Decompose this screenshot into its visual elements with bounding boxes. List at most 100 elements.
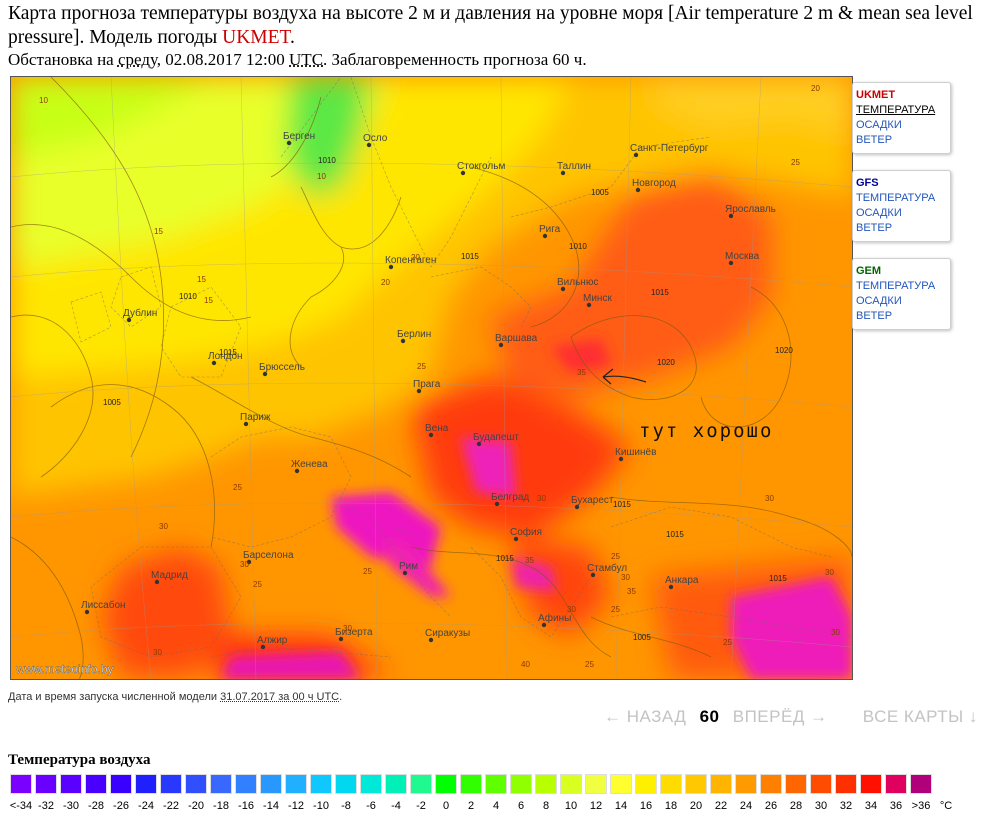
legend-label: 18 [664,800,678,812]
model-run-info: Дата и время запуска численной модели 31… [8,691,343,703]
city-marker [260,644,266,650]
gfs-temperature-link[interactable]: ТЕМПЕРАТУРА [856,192,936,204]
legend-swatch [810,774,832,794]
temperature-label: 25 [611,605,620,614]
city-label: Осло [363,133,388,144]
back-button[interactable]: ← НАЗАД [604,707,687,726]
legend-swatch [885,774,907,794]
city-label: Лондон [208,351,243,362]
gfs-precip-link[interactable]: ОСАДКИ [856,207,902,219]
legend-label: 12 [589,800,603,812]
legend-title: Температура воздуха [8,752,151,768]
city-marker [633,152,639,158]
legend-swatch [260,774,282,794]
city-marker [388,264,394,270]
temperature-label: 15 [154,227,163,236]
legend-swatch [35,774,57,794]
current-hour: 60 [699,707,720,726]
city-label: Прага [413,379,441,390]
temperature-label: 20 [381,278,390,287]
city-marker [560,170,566,176]
city-label: София [510,526,542,538]
legend-swatch [585,774,607,794]
temperature-label: 30 [831,628,840,637]
legend-swatch [910,774,932,794]
legend-swatch [560,774,582,794]
city-label: Мадрид [151,570,188,581]
temperature-label: 25 [723,638,732,647]
temperature-label: 10 [317,172,326,181]
legend-swatch [435,774,457,794]
legend-label: 14 [614,800,628,812]
city-marker [541,622,547,628]
legend-label: 6 [517,800,525,812]
city-label: Афины [538,612,571,624]
city-label: Вильнюс [557,277,598,288]
legend-label: 36 [889,800,903,812]
legend-label: -18 [213,800,229,812]
legend-swatch [860,774,882,794]
temperature-label: 30 [343,624,352,633]
legend-label: 2 [467,800,475,812]
ukmet-wind-link[interactable]: ВЕТЕР [856,134,893,146]
city-marker [728,260,734,266]
city-label: Стокгольм [457,161,505,172]
utc-link[interactable]: UTC [289,50,324,69]
legend-swatch [135,774,157,794]
legend-swatch [535,774,557,794]
legend-label: <-34 [9,800,33,812]
city-marker [574,504,580,510]
legend-swatch [685,774,707,794]
legend-label: 34 [864,800,878,812]
all-maps-link[interactable]: ВСЕ КАРТЫ ↓ [862,707,978,726]
legend-label: 26 [764,800,778,812]
temperature-label: 30 [765,494,774,503]
ukmet-precip-link[interactable]: ОСАДКИ [856,119,902,131]
city-label: Ярославль [725,204,776,215]
temperature-label: 10 [39,96,48,105]
city-label: Белград [491,492,529,503]
legend-label: -12 [288,800,304,812]
map-watermark: www.meteoinfo.by [15,662,113,676]
page-title: Карта прогноза температуры воздуха на вы… [8,3,973,48]
forward-button[interactable]: ВПЕРЁД → [732,707,828,726]
city-marker [728,213,734,219]
legend-swatch [60,774,82,794]
isobar-label: 1010 [179,292,197,301]
isobar-label: 1010 [569,242,587,251]
legend-label: -10 [313,800,329,812]
isobar-label: 1010 [318,156,336,165]
city-marker [243,421,249,427]
legend-swatch [460,774,482,794]
run-date-link[interactable]: 31.07.2017 за 00 ч UTC [220,691,340,703]
city-label: Париж [240,412,271,423]
city-marker [618,456,624,462]
temperature-label: 20 [411,253,420,262]
legend-swatch [85,774,107,794]
ukmet-temperature-link[interactable]: ТЕМПЕРАТУРА [856,104,936,116]
legend-label: 16 [639,800,653,812]
city-marker [542,233,548,239]
temperature-label: 25 [253,580,262,589]
page-subtitle: Обстановка на среду, 02.08.2017 12:00 UT… [8,50,587,69]
city-label: Таллин [557,161,591,172]
gfs-wind-link[interactable]: ВЕТЕР [856,222,893,234]
weekday-link[interactable]: среду [117,50,157,69]
gem-temperature-link[interactable]: ТЕМПЕРАТУРА [856,280,936,292]
gem-precip-link[interactable]: ОСАДКИ [856,295,902,307]
city-label: Дублин [123,307,157,319]
city-label: Кишинёв [615,447,656,458]
city-label: Бизерта [335,627,373,638]
city-marker [402,570,408,576]
city-label: Стамбул [587,562,627,574]
temperature-label: 30 [537,494,546,503]
city-label: Барселона [243,550,294,561]
city-label: Москва [725,251,760,262]
temperature-label: 30 [621,573,630,582]
city-marker [586,302,592,308]
model-name: UKMET [222,27,291,48]
legend-labels: <-34 -32 -30 -28 -26 -24 -22 -20 -18 -16 -14 -12 -10… [0,800,986,816]
legend-swatch [10,774,32,794]
handwritten-annotation: тут хорошо [602,368,771,442]
gem-wind-link[interactable]: ВЕТЕР [856,310,893,322]
